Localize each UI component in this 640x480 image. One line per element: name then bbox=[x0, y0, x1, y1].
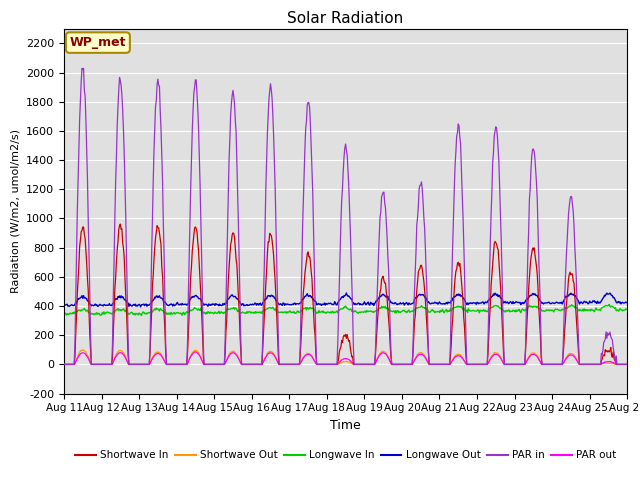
Legend: Shortwave In, Shortwave Out, Longwave In, Longwave Out, PAR in, PAR out: Shortwave In, Shortwave Out, Longwave In… bbox=[71, 446, 620, 465]
X-axis label: Time: Time bbox=[330, 419, 361, 432]
Y-axis label: Radiation (W/m2, umol/m2/s): Radiation (W/m2, umol/m2/s) bbox=[10, 129, 20, 293]
Text: WP_met: WP_met bbox=[70, 36, 126, 49]
Title: Solar Radiation: Solar Radiation bbox=[287, 11, 404, 26]
